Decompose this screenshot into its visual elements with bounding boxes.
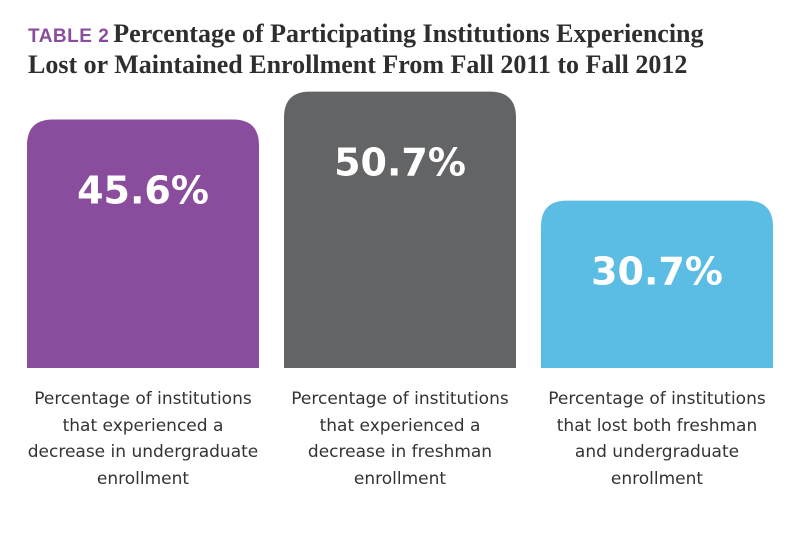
bar-3 [541, 200, 773, 368]
bar-2 [284, 91, 516, 368]
category-label-3: Percentage of institutions that lost bot… [548, 389, 766, 489]
title-line-1: TABLE 2 Percentage of Participating Insti… [28, 20, 788, 51]
table-tag: TABLE 2 [28, 26, 110, 47]
bar-1 [27, 119, 259, 368]
chart-title: TABLE 2 Percentage of Participating Insti… [28, 20, 788, 79]
bar-value-label-3: 30.7% [591, 250, 723, 294]
bar-value-label-2: 50.7% [334, 141, 466, 185]
category-label-2: Percentage of institutions that experien… [291, 389, 509, 489]
bar-value-label-1: 45.6% [77, 168, 209, 212]
category-label-1: Percentage of institutions that experien… [27, 389, 259, 489]
title-line-2: Lost or Maintained Enrollment From Fall … [28, 50, 688, 79]
title-text-1: Percentage of Participating Institutions… [113, 19, 704, 48]
